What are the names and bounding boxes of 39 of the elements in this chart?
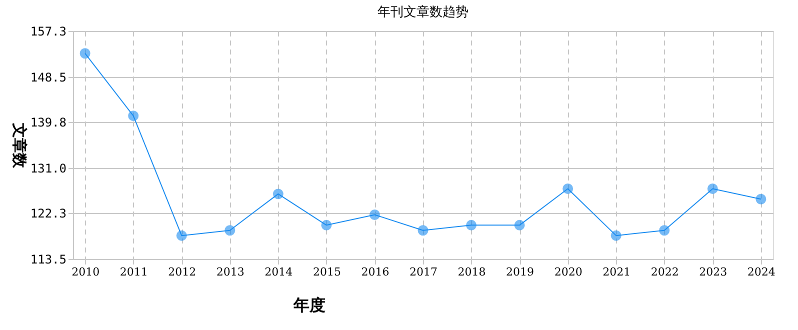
x-tick-label: 2018 (458, 266, 486, 278)
point (224, 225, 236, 236)
x-tick-label: 2022 (650, 266, 679, 278)
point (80, 48, 90, 59)
x-tick-label: 2017 (410, 266, 438, 278)
y-axis-title: 文章数 (10, 122, 28, 169)
point (707, 183, 718, 194)
point (659, 225, 670, 236)
point (128, 110, 139, 122)
point (466, 220, 477, 230)
point (514, 220, 525, 230)
x-tick-label: 2020 (554, 266, 582, 278)
x-axis-title: 年度 (292, 296, 326, 314)
y-tick-label: 148.5 (30, 70, 66, 84)
x-tick-label: 2013 (216, 266, 244, 278)
x-tick-label: 2011 (120, 266, 148, 278)
point (369, 210, 380, 220)
point (756, 194, 766, 204)
y-tick-label: 157.3 (30, 24, 66, 38)
point (272, 188, 284, 200)
x-tick-label: 2010 (72, 266, 100, 278)
x-tick-label: 2012 (168, 266, 196, 278)
chart-title: 年刊文章数趋势 (378, 4, 468, 19)
x-tick-label: 2024 (747, 266, 776, 278)
point (610, 230, 622, 241)
y-tick-label: 139.8 (30, 116, 66, 130)
y-tick-label: 113.5 (30, 252, 66, 266)
point (562, 183, 574, 194)
point (321, 220, 332, 230)
x-tick-label: 2023 (699, 266, 728, 278)
y-tick-label: 122.3 (30, 206, 66, 221)
x-tick-label: 2014 (264, 266, 293, 278)
x-tick-label: 2015 (312, 266, 341, 278)
x-tick-label: 2021 (602, 266, 631, 278)
x-tick-label: 2016 (361, 266, 390, 278)
point (176, 230, 187, 241)
y-tick-label: 131.0 (30, 161, 66, 176)
x-tick-label: 2019 (506, 266, 534, 278)
point (418, 225, 428, 236)
